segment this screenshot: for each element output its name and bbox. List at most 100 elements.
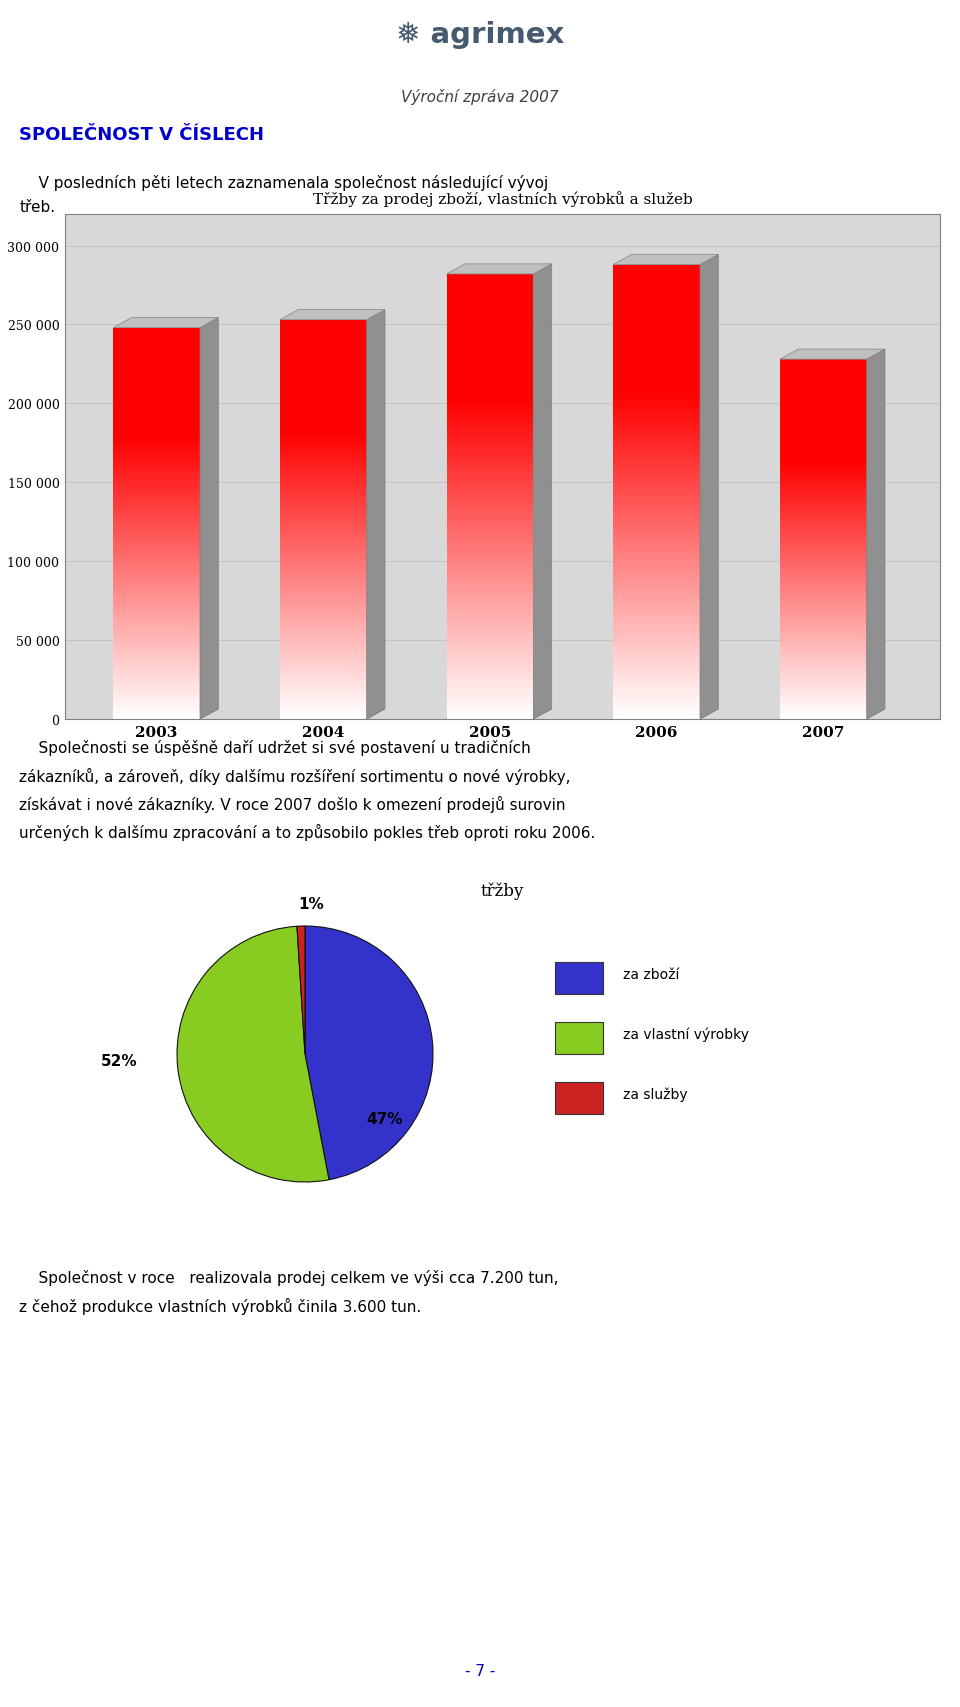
Bar (280, 428, 367, 430)
Bar (446, 466, 534, 468)
Bar (780, 531, 867, 533)
Bar (780, 698, 867, 700)
Bar (446, 592, 534, 596)
Bar (280, 621, 367, 623)
Bar (446, 522, 534, 524)
Bar (780, 574, 867, 575)
Bar (780, 437, 867, 439)
Bar (446, 688, 534, 691)
Bar (780, 417, 867, 418)
Bar (280, 497, 367, 498)
Bar (280, 693, 367, 696)
Bar (613, 715, 700, 717)
Bar (446, 599, 534, 601)
Bar (446, 628, 534, 630)
Bar (446, 295, 534, 297)
Bar (780, 362, 867, 364)
Bar (113, 493, 200, 495)
Bar (780, 700, 867, 702)
Bar (613, 597, 700, 599)
Bar (780, 473, 867, 475)
Bar (780, 553, 867, 555)
Bar (780, 457, 867, 459)
Bar (280, 481, 367, 485)
Bar (113, 510, 200, 512)
Bar (780, 567, 867, 568)
Bar (780, 439, 867, 440)
Bar (613, 408, 700, 411)
Bar (113, 589, 200, 591)
Bar (780, 538, 867, 539)
Bar (280, 358, 367, 360)
Bar (446, 376, 534, 377)
Bar (113, 594, 200, 596)
Bar (613, 543, 700, 545)
Bar (613, 615, 700, 618)
Bar (113, 495, 200, 497)
Bar (113, 570, 200, 574)
Bar (113, 463, 200, 466)
Bar (280, 635, 367, 638)
Bar (780, 442, 867, 444)
Bar (613, 420, 700, 422)
Bar (446, 695, 534, 698)
Bar (613, 473, 700, 475)
Bar (613, 374, 700, 377)
Bar (446, 311, 534, 312)
Bar (280, 558, 367, 560)
Bar (446, 382, 534, 384)
Bar (280, 671, 367, 674)
Bar (446, 319, 534, 321)
Bar (446, 637, 534, 640)
Bar (613, 428, 700, 432)
Bar (613, 647, 700, 649)
Bar (446, 659, 534, 662)
Bar (613, 707, 700, 708)
Bar (446, 452, 534, 456)
Bar (780, 671, 867, 673)
Bar (780, 625, 867, 626)
Bar (280, 599, 367, 603)
Bar (446, 309, 534, 311)
Bar (280, 348, 367, 350)
Bar (280, 439, 367, 440)
Bar (280, 512, 367, 514)
Bar (613, 661, 700, 662)
Bar (446, 529, 534, 531)
Bar (113, 348, 200, 350)
Bar (113, 439, 200, 440)
Bar (613, 270, 700, 271)
Bar (280, 485, 367, 486)
Bar (446, 510, 534, 512)
Bar (280, 480, 367, 481)
Bar (280, 391, 367, 393)
Bar (780, 589, 867, 591)
Bar (446, 504, 534, 505)
Bar (280, 454, 367, 456)
Bar (613, 486, 700, 488)
Bar (280, 451, 367, 452)
Bar (446, 613, 534, 615)
Bar (446, 608, 534, 611)
Bar (280, 502, 367, 504)
Polygon shape (280, 311, 385, 321)
Bar (780, 468, 867, 469)
Bar (613, 679, 700, 681)
Bar (280, 592, 367, 594)
Bar (780, 370, 867, 372)
Text: třeb.: třeb. (19, 200, 56, 215)
Bar (780, 562, 867, 563)
Bar (280, 440, 367, 442)
Bar (613, 353, 700, 357)
Bar (780, 633, 867, 635)
Bar (613, 459, 700, 461)
Bar (280, 457, 367, 461)
Bar (780, 674, 867, 676)
Bar (113, 483, 200, 485)
Bar (446, 379, 534, 382)
Text: SPOLEČNOST V ČÍSLECH: SPOLEČNOST V ČÍSLECH (19, 126, 264, 143)
Bar (280, 328, 367, 331)
Bar (613, 425, 700, 427)
Bar (280, 657, 367, 659)
Bar (446, 369, 534, 370)
